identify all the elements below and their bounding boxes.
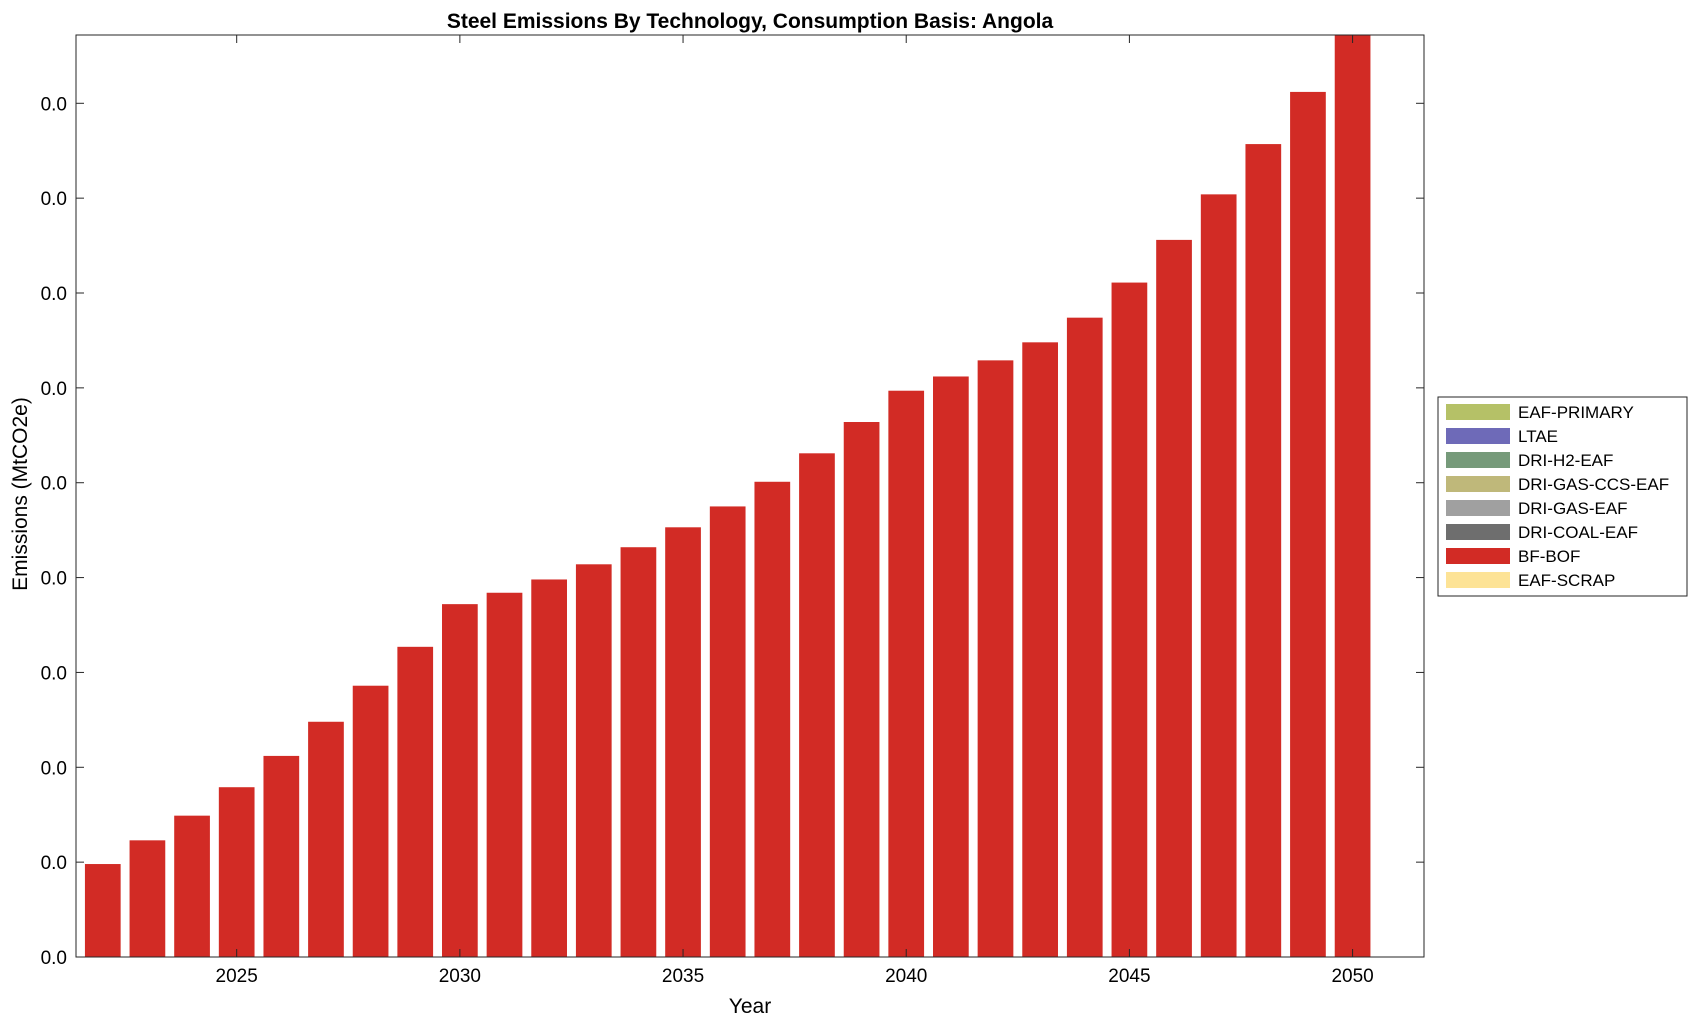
- legend-swatch-dri-h2-eaf: [1446, 452, 1510, 468]
- y-tick-label: 0.0: [41, 758, 67, 779]
- x-tick-label: 2050: [1331, 966, 1373, 987]
- bar-bf-bof-2038: [799, 453, 835, 957]
- ticks-layer: 2025 2030 2035 2040 2045 2050 0.0 0.0 0.0 0.0 0.0 0…: [41, 35, 1424, 987]
- bar-bf-bof-2029: [397, 646, 434, 957]
- bar-bf-bof-2039: [843, 422, 880, 957]
- bar-bf-bof-2044: [1066, 317, 1103, 957]
- bar-bf-bof-2042: [977, 360, 1014, 957]
- bar-bf-bof-2031: [486, 592, 523, 957]
- legend-swatch-dri-coal-eaf: [1446, 524, 1510, 540]
- bar-bf-bof-2022: [84, 864, 121, 957]
- y-tick-label: 0.0: [41, 284, 67, 305]
- y-tick-label: 0.0: [41, 474, 67, 495]
- x-axis-label: Year: [729, 995, 771, 1018]
- bar-bf-bof-2027: [308, 721, 344, 957]
- legend-swatch-dri-gas-eaf: [1446, 500, 1510, 516]
- bars-layer: [84, 35, 1371, 958]
- legend-label-dri-coal-eaf: DRI-COAL-EAF: [1518, 523, 1638, 542]
- bar-bf-bof-2036: [709, 506, 746, 957]
- bar-bf-bof-2041: [933, 376, 969, 958]
- bar-bf-bof-2028: [352, 685, 389, 957]
- y-tick-label: 0.0: [41, 948, 67, 969]
- bar-bf-bof-2026: [263, 755, 300, 957]
- y-tick-label: 0.0: [41, 379, 67, 400]
- legend: EAF-PRIMARY LTAE DRI-H2-EAF DRI-GAS-CCS-EAF…: [1437, 396, 1688, 597]
- bar-bf-bof-2037: [754, 481, 791, 957]
- x-tick-label: 2025: [216, 966, 258, 987]
- x-tick-label: 2040: [885, 966, 927, 987]
- bar-bf-bof-2048: [1245, 144, 1282, 957]
- bar-bf-bof-2045: [1111, 282, 1148, 957]
- bar-bf-bof-2030: [442, 604, 478, 957]
- legend-swatch-eaf-scrap: [1446, 572, 1510, 588]
- bar-bf-bof-2032: [531, 579, 567, 957]
- legend-label-ltae: LTAE: [1518, 427, 1558, 446]
- y-tick-label: 0.0: [41, 569, 67, 590]
- y-tick-label: 0.0: [41, 189, 67, 210]
- legend-label-dri-h2-eaf: DRI-H2-EAF: [1518, 451, 1613, 470]
- bar-bf-bof-2043: [1022, 342, 1058, 958]
- legend-swatch-dri-gas-ccs-eaf: [1446, 476, 1510, 492]
- bar-bf-bof-2033: [575, 564, 612, 957]
- legend-swatch-eaf-primary: [1446, 404, 1510, 420]
- bar-bf-bof-2050: [1334, 35, 1371, 957]
- legend-label-bf-bof: BF-BOF: [1518, 547, 1580, 566]
- bar-bf-bof-2035: [665, 527, 701, 957]
- legend-label-eaf-scrap: EAF-SCRAP: [1518, 571, 1615, 590]
- plot-area: [75, 34, 1425, 958]
- legend-box: [1437, 396, 1688, 597]
- y-tick-label: 0.0: [41, 94, 67, 115]
- chart-title: Steel Emissions By Technology, Consumpti…: [447, 10, 1054, 33]
- legend-swatch-ltae: [1446, 428, 1510, 444]
- x-tick-label: 2035: [662, 966, 704, 987]
- bar-bf-bof-2024: [174, 815, 210, 957]
- legend-label-dri-gas-eaf: DRI-GAS-EAF: [1518, 499, 1628, 518]
- legend-label-eaf-primary: EAF-PRIMARY: [1518, 403, 1634, 422]
- bar-bf-bof-2023: [129, 840, 166, 957]
- bar-bf-bof-2047: [1200, 194, 1237, 958]
- y-axis-label: Emissions (MtCO2e): [9, 397, 32, 591]
- x-tick-label: 2030: [439, 966, 481, 987]
- y-tick-label: 0.0: [41, 853, 67, 874]
- y-tick-label: 0.0: [41, 663, 67, 684]
- bar-bf-bof-2040: [888, 390, 925, 958]
- bar-bf-bof-2049: [1290, 91, 1326, 957]
- legend-label-dri-gas-ccs-eaf: DRI-GAS-CCS-EAF: [1518, 475, 1669, 494]
- bar-bf-bof-2046: [1156, 239, 1192, 957]
- x-tick-label: 2045: [1108, 966, 1150, 987]
- bar-bf-bof-2034: [620, 547, 657, 957]
- bar-bf-bof-2025: [218, 787, 255, 957]
- legend-swatch-bf-bof: [1446, 548, 1510, 564]
